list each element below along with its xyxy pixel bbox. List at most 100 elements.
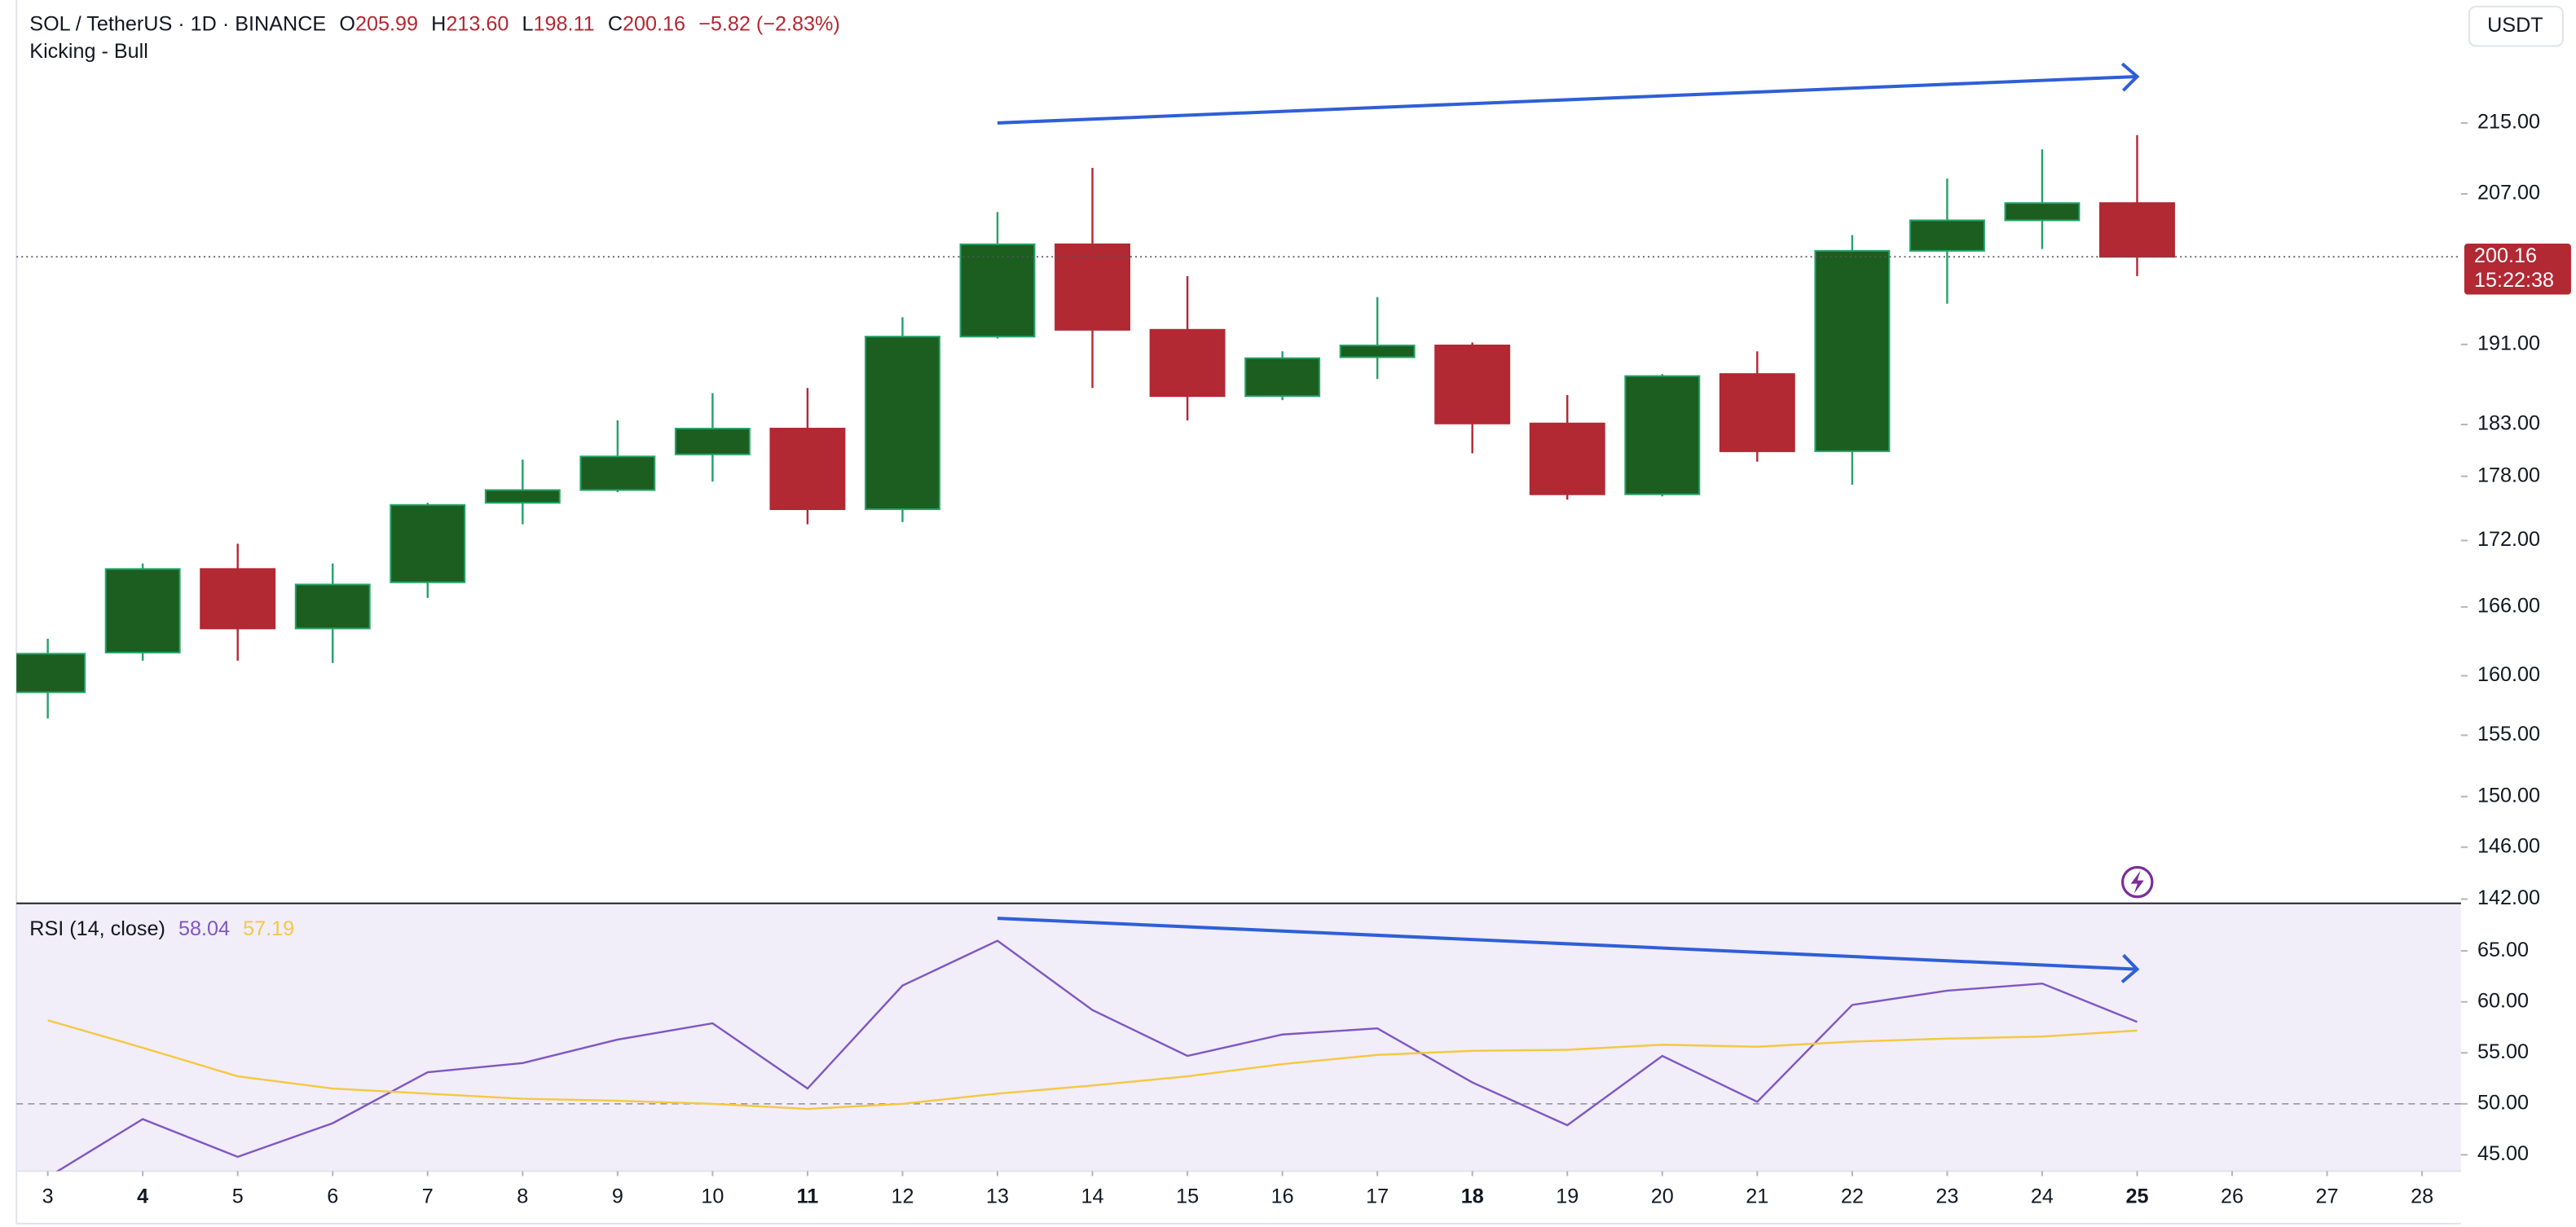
price-pane [16,62,2461,719]
x-tick-label: 25 [2125,1185,2148,1207]
y-tick-label: 142.00 [2477,886,2540,909]
y-tick-label: 172.00 [2477,528,2540,551]
currency-button[interactable] [2468,6,2564,47]
y-tick-label: 191.00 [2477,332,2540,354]
y-tick-label: 183.00 [2477,412,2540,435]
countdown: 15:22:38 [2474,269,2554,292]
candle-body [769,428,846,510]
candle-body [1339,344,1416,358]
x-tick-label: 3 [42,1185,54,1207]
change: −5.82 (−2.83%) [698,12,840,35]
ohlc-value: 200.16 [623,12,685,35]
candle-body [1055,243,1131,331]
last-price-tag [2464,244,2571,295]
candle-body [2099,202,2175,258]
candle-body [1244,357,1321,398]
x-tick-label: 4 [137,1185,148,1207]
x-tick-label: 26 [2221,1185,2244,1207]
candle-body [865,336,940,510]
x-tick-label: 28 [2411,1185,2433,1207]
x-tick-label: 22 [1841,1185,1864,1207]
rsi-title: RSI (14, close) [29,917,165,940]
rsi-ma-value: 57.19 [243,917,294,940]
candle-body [1624,375,1701,495]
ohlc-key: O [339,12,355,35]
x-tick-label: 18 [1461,1185,1484,1207]
y-tick-label: 50.00 [2477,1091,2529,1114]
candle-body [1149,328,1226,398]
x-tick-label: 14 [1081,1185,1104,1207]
candle-body [1434,344,1511,424]
x-tick-label: 16 [1271,1185,1294,1207]
currency[interactable]: USDT [2487,14,2543,37]
y-tick-label: 146.00 [2477,834,2540,857]
y-tick-label: 155.00 [2477,723,2540,745]
rsi-lines [16,939,2461,1172]
x-tick-label: 13 [986,1185,1009,1207]
x-tick-label: 11 [797,1185,819,1207]
x-tick-label: 17 [1366,1185,1389,1207]
trend-line [997,74,2138,125]
candle-body [1719,373,1795,452]
y-tick-label: 215.00 [2477,111,2540,134]
candle-body [484,489,561,504]
x-tick-label: 6 [327,1185,338,1207]
ohlc-key: C [608,12,623,35]
rsi-value: 58.04 [178,917,230,940]
candle-body [1909,219,1985,252]
candle-body [579,455,656,491]
trend-arrowhead [2120,62,2140,92]
x-tick-label: 12 [891,1185,914,1207]
ohlc-key: L [522,12,533,35]
last-price-label: 200.16 [2474,244,2537,267]
ohlc-value: 205.99 [355,12,418,35]
x-tick-label: 7 [422,1185,434,1207]
y-tick-label: 166.00 [2477,595,2540,618]
rsi-legend: RSI (14, close) 58.04 57.19 [29,917,294,940]
rsi-line [55,939,2138,1172]
ohlc-key: H [431,12,446,35]
x-tick-label: 9 [612,1185,623,1207]
x-tick-label: 20 [1651,1185,1674,1207]
candle-body [2004,202,2081,222]
alert-icon[interactable] [2120,865,2154,899]
x-tick-label: 19 [1556,1185,1579,1207]
candle-body [294,583,371,630]
rsi-ma-line [47,1019,2138,1110]
candle-body [1529,422,1605,495]
candle-body [16,653,86,693]
x-tick-label: 27 [2316,1185,2339,1207]
y-tick-label: 65.00 [2477,939,2529,961]
alert-bolt[interactable] [2130,870,2144,894]
y-tick-label: 55.00 [2477,1040,2529,1063]
y-tick-label: 60.00 [2477,989,2529,1012]
x-tick-label: 10 [701,1185,724,1207]
rsi-pane [16,904,2461,1172]
axes: 215.00 207.00 191.00 183.00 178.00 172.00 166.… [42,111,2571,1207]
candle-body [200,568,276,630]
header: SOL / TetherUS · 1D · BINANCE O205.99 H213… [29,12,840,35]
x-tick-label: 5 [232,1185,244,1207]
trend-arrowhead [2120,953,2140,983]
y-tick-label: 45.00 [2477,1142,2529,1165]
symbol-title: SOL / TetherUS · 1D · BINANCE [29,12,326,35]
x-tick-label: 23 [1935,1185,1958,1207]
trend-line [997,917,2138,971]
x-tick-label: 15 [1176,1185,1199,1207]
x-tick-label: 8 [517,1185,528,1207]
candle-body [674,428,751,455]
candle-body [1814,249,1891,452]
x-tick-label: 21 [1746,1185,1768,1207]
x-tick-label: 24 [2031,1185,2054,1207]
y-tick-label: 178.00 [2477,464,2540,486]
y-tick-label: 150.00 [2477,784,2540,807]
pattern-label: Kicking - Bull [29,40,148,63]
ohlc-value: 198.11 [534,12,595,35]
y-tick-label: 160.00 [2477,663,2540,686]
y-tick-label: 207.00 [2477,182,2540,204]
candle-body [390,504,466,583]
candle-body [104,568,181,653]
ohlc-value: 213.60 [446,12,509,35]
